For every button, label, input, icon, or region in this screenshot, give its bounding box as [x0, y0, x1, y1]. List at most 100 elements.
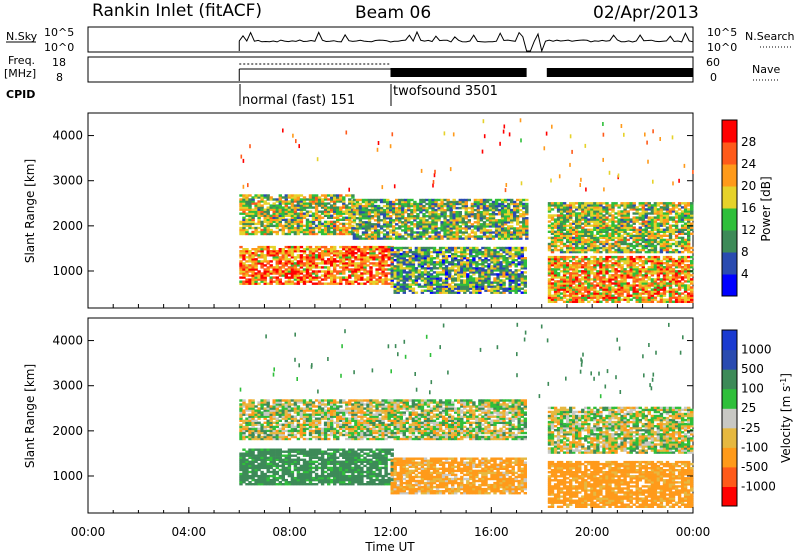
heatmap-cell — [470, 223, 475, 226]
heatmap-cell — [522, 213, 526, 216]
heatmap-cell — [674, 296, 679, 299]
heatmap-cell — [454, 255, 458, 258]
heatmap-cell — [260, 208, 264, 211]
heatmap-cell — [263, 230, 267, 234]
heatmap-cell — [296, 278, 301, 281]
heatmap-cell — [452, 206, 456, 210]
heatmap-cell — [500, 200, 505, 204]
heatmap-cell — [410, 237, 414, 240]
heatmap-cell — [355, 217, 360, 220]
heatmap-cell — [463, 265, 467, 268]
heatmap-cell — [503, 231, 508, 234]
heatmap-cell — [687, 214, 691, 217]
heatmap-cell — [272, 212, 276, 215]
heatmap-cell — [460, 261, 464, 264]
heatmap-cell — [587, 206, 591, 209]
heatmap-cell — [523, 267, 527, 270]
heatmap-cell — [387, 272, 391, 275]
heatmap-cell — [451, 252, 455, 256]
heatmap-cell — [620, 290, 624, 293]
heatmap-cell — [556, 276, 561, 279]
heatmap-cell — [644, 228, 648, 231]
heatmap-cell — [339, 272, 343, 275]
heatmap-cell — [446, 225, 450, 228]
heatmap-cell — [422, 219, 426, 222]
heatmap-cell — [569, 240, 573, 244]
heatmap-cell — [378, 276, 382, 279]
heatmap-cell — [653, 264, 658, 267]
heatmap-cell — [647, 276, 651, 279]
heatmap-cell — [390, 250, 394, 254]
heatmap-cell — [438, 267, 443, 270]
heatmap-cell — [659, 266, 664, 269]
heatmap-cell — [514, 279, 518, 282]
heatmap-cell — [519, 213, 523, 216]
heatmap-cell — [572, 255, 576, 259]
heatmap-cell — [314, 276, 319, 279]
heatmap-cell — [370, 200, 375, 204]
heatmap-cell — [668, 266, 673, 269]
heatmap-cell — [425, 221, 429, 224]
heatmap-cell — [248, 274, 252, 277]
heatmap-cell — [635, 236, 639, 240]
heatmap-cell — [330, 232, 334, 236]
heatmap-cell — [647, 230, 651, 233]
heatmap-cell — [478, 267, 482, 270]
heatmap-cell — [302, 204, 307, 207]
heatmap-cell — [590, 216, 594, 219]
heatmap-cell — [647, 232, 651, 235]
heatmap-cell — [333, 226, 337, 230]
heatmap-cell — [275, 198, 279, 201]
heatmap-cell — [523, 283, 527, 286]
heatmap-cell — [517, 279, 521, 282]
heatmap-cell — [393, 277, 397, 280]
heatmap-cell — [407, 219, 411, 222]
heatmap-cell — [369, 262, 373, 265]
heatmap-cell — [410, 235, 414, 238]
heatmap-cell — [584, 208, 588, 211]
heatmap-cell — [581, 216, 585, 219]
freq-trace — [238, 63, 693, 81]
heatmap-cell — [463, 261, 467, 264]
heatmap-cell — [593, 264, 597, 267]
heatmap-cell — [260, 194, 264, 197]
heatmap-cell — [620, 298, 624, 301]
heatmap-cell — [434, 204, 438, 208]
heatmap-cell — [674, 226, 679, 229]
heatmap-cell — [451, 289, 455, 292]
heatmap-cell — [393, 252, 397, 256]
heatmap-cell — [517, 255, 521, 258]
heatmap-cell — [629, 284, 633, 287]
heatmap-cell — [275, 230, 279, 234]
heatmap-cell — [381, 266, 385, 269]
heatmap-cell — [514, 285, 518, 288]
heatmap-cell — [599, 246, 603, 250]
heatmap-cell — [635, 272, 639, 275]
heatmap-cell — [575, 262, 579, 265]
heatmap-cell — [381, 280, 385, 283]
heatmap-cell — [352, 219, 357, 222]
heatmap-cell — [422, 208, 426, 212]
heatmap-cell — [614, 298, 618, 301]
heatmap-cell — [556, 224, 561, 227]
heatmap-cell — [547, 255, 552, 259]
heatmap-cell — [287, 254, 292, 257]
heatmap-cell — [662, 220, 667, 223]
heatmap-cell — [519, 200, 523, 204]
heatmap-cell — [653, 240, 658, 244]
heatmap-cell — [387, 248, 391, 251]
heatmap-cell — [659, 246, 664, 250]
heatmap-cell — [404, 211, 408, 214]
heatmap-cell — [444, 246, 449, 250]
heatmap-cell — [547, 202, 552, 205]
heatmap-cell — [644, 232, 648, 235]
heatmap-cell — [387, 268, 391, 271]
heatmap-cell — [662, 206, 667, 209]
heatmap-cell — [245, 218, 249, 221]
heatmap-cell — [458, 217, 462, 220]
heatmap-cell — [361, 225, 366, 228]
heatmap-cell — [260, 256, 264, 259]
heatmap-cell — [626, 232, 630, 235]
heatmap-cell — [348, 198, 352, 201]
heatmap-cell — [569, 228, 573, 231]
